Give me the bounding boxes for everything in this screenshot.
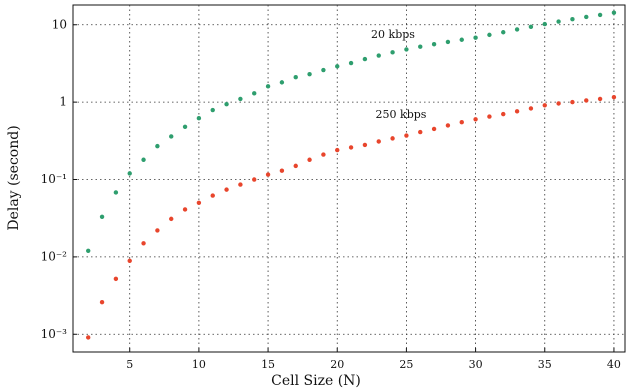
point: [445, 39, 451, 45]
point: [376, 53, 381, 58]
point: [611, 10, 617, 15]
point: [584, 98, 589, 103]
point: [169, 134, 174, 139]
y-tick-label: 1: [59, 95, 67, 109]
point: [265, 84, 271, 89]
point: [418, 129, 423, 135]
point: [238, 182, 243, 187]
point: [113, 276, 119, 282]
point: [556, 101, 561, 106]
point: [376, 139, 381, 144]
point: [321, 152, 326, 157]
point: [196, 200, 202, 206]
point: [584, 14, 589, 20]
point: [348, 60, 354, 66]
point: [514, 109, 520, 114]
series-label: 20 kbps: [371, 28, 415, 41]
point: [224, 187, 229, 192]
point: [321, 67, 326, 73]
point: [404, 133, 409, 138]
point: [611, 94, 617, 100]
point: [459, 37, 464, 42]
point: [390, 50, 395, 55]
point: [210, 107, 215, 113]
point: [487, 32, 492, 38]
point: [99, 214, 105, 219]
point: [542, 103, 547, 108]
point: [252, 91, 257, 96]
point: [99, 299, 105, 305]
x-tick-label: 10: [192, 358, 206, 371]
point: [404, 47, 409, 52]
plot-frame: [72, 4, 626, 353]
point: [86, 248, 91, 253]
point: [127, 171, 132, 176]
x-tick-label: 20: [330, 358, 344, 371]
point: [487, 114, 492, 119]
point: [501, 30, 506, 35]
point: [141, 241, 146, 246]
point: [556, 19, 561, 24]
point: [528, 24, 534, 30]
point: [113, 190, 119, 195]
point: [431, 42, 437, 47]
point: [279, 80, 285, 85]
point: [252, 177, 257, 182]
point: [473, 35, 478, 40]
point: [127, 258, 132, 264]
x-axis-label: Cell Size (N): [271, 373, 361, 389]
point: [431, 126, 437, 132]
point: [238, 96, 243, 102]
y-tick-label: 10⁻¹: [41, 172, 67, 186]
point: [155, 143, 160, 149]
point: [528, 106, 534, 111]
point: [169, 216, 174, 222]
point: [293, 74, 298, 80]
point: [279, 168, 285, 173]
y-tick-label: 10⁻³: [41, 327, 68, 341]
point: [155, 228, 160, 233]
point: [362, 56, 368, 62]
point: [501, 111, 506, 117]
y-axis-label: Delay (second): [6, 125, 22, 230]
point: [362, 142, 368, 148]
x-tick-label: 25: [399, 358, 413, 371]
point: [307, 157, 312, 162]
point: [570, 99, 575, 105]
point: [445, 123, 451, 128]
x-tick-label: 15: [261, 358, 275, 371]
point: [597, 12, 603, 18]
point: [514, 27, 520, 32]
point: [141, 157, 146, 162]
x-tick-label: 35: [538, 358, 552, 371]
point: [196, 115, 202, 121]
point: [293, 163, 298, 169]
point: [335, 147, 340, 153]
y-tick-label: 10⁻²: [41, 249, 68, 263]
point: [473, 117, 478, 122]
point: [459, 120, 464, 125]
y-tick-label: 10: [52, 17, 67, 31]
point: [597, 96, 603, 102]
point: [418, 44, 423, 49]
point: [210, 193, 215, 198]
point: [570, 16, 575, 22]
x-tick-label: 5: [126, 358, 133, 371]
point: [182, 207, 188, 212]
x-tick-label: 30: [469, 358, 483, 371]
x-tick-label: 40: [607, 358, 621, 371]
point: [335, 64, 340, 69]
point: [86, 335, 91, 340]
series-label: 250 kbps: [376, 108, 427, 121]
point: [390, 136, 395, 141]
point: [542, 21, 547, 27]
point: [182, 124, 188, 129]
point: [265, 172, 271, 177]
point: [307, 71, 312, 77]
point: [348, 145, 354, 150]
point: [224, 102, 229, 107]
